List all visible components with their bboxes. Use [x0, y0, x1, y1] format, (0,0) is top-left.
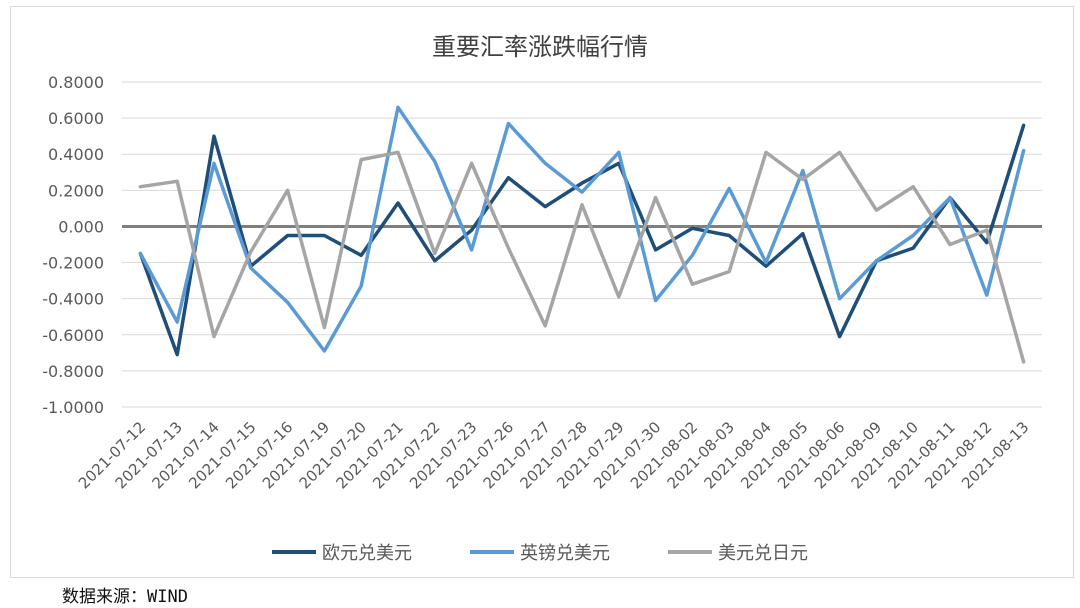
legend-label: 英镑兑美元 — [520, 543, 610, 564]
x-axis: 2021-07-122021-07-132021-07-142021-07-15… — [75, 418, 1033, 492]
chart-title: 重要汇率涨跌幅行情 — [432, 33, 648, 61]
y-tick-label: 0.4000 — [48, 145, 104, 164]
legend-label: 美元兑日元 — [718, 543, 808, 564]
legend-label: 欧元兑美元 — [322, 543, 412, 564]
series-line-2 — [138, 105, 1026, 353]
line-chart: 重要汇率涨跌幅行情 0.8000 0.6000 0.4000 0.2000 0.000 -… — [42, 33, 1042, 564]
series-line-1 — [138, 123, 1026, 357]
legend: 欧元兑美元 英镑兑美元 美元兑日元 — [272, 543, 808, 564]
y-tick-label: 0.2000 — [48, 181, 104, 200]
y-tick-label: -0.4000 — [42, 290, 104, 309]
y-tick-label: -0.6000 — [42, 326, 104, 345]
series-lines — [138, 105, 1026, 364]
y-tick-label: 0.6000 — [48, 109, 104, 128]
y-tick-label: -0.8000 — [42, 362, 104, 381]
data-source-note: 数据来源：WIND — [62, 587, 188, 607]
y-tick-label: -0.2000 — [42, 254, 104, 273]
gridlines — [122, 81, 1042, 408]
y-tick-label: 0.000 — [58, 217, 104, 236]
y-axis: 0.8000 0.6000 0.4000 0.2000 0.000 -0.2000 -0.4… — [42, 73, 104, 417]
y-tick-label: 0.8000 — [48, 73, 104, 92]
y-tick-label: -1.0000 — [42, 398, 104, 417]
